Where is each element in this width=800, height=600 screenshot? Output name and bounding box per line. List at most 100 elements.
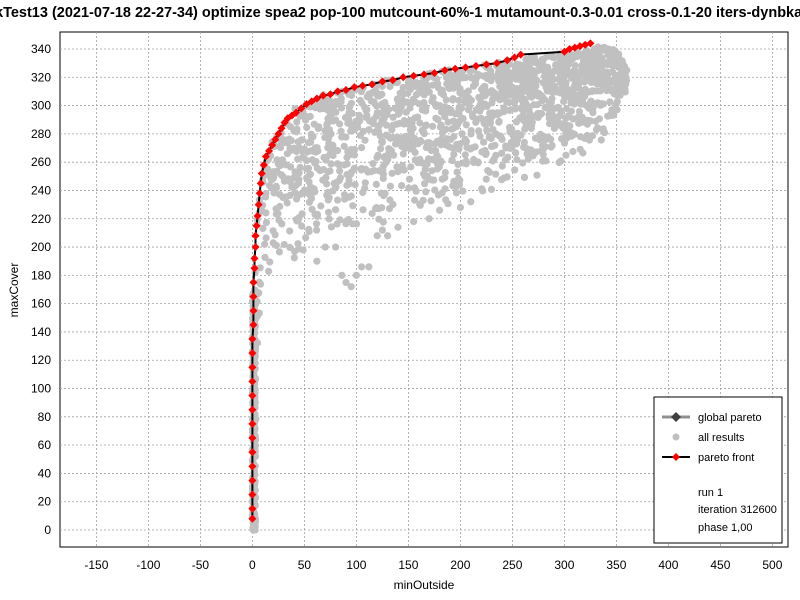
all-results-point — [262, 234, 270, 242]
all-results-point — [560, 123, 568, 131]
all-results-point — [513, 156, 521, 164]
pareto-front-point — [307, 97, 316, 106]
all-results-point — [422, 121, 430, 129]
pareto-front-point — [510, 53, 519, 62]
all-results-point — [406, 85, 414, 94]
pareto-front-points — [248, 39, 595, 523]
all-results-point — [476, 95, 484, 103]
pareto-front-point — [420, 70, 428, 79]
all-results-point — [534, 89, 543, 97]
all-results-point — [358, 144, 366, 152]
all-results-point — [492, 170, 500, 178]
all-results-point — [421, 78, 429, 86]
all-results-point — [511, 62, 519, 70]
all-results-point — [332, 100, 340, 109]
all-results-point — [476, 101, 484, 109]
all-results-point — [447, 71, 455, 80]
pareto-front-point — [248, 405, 257, 414]
all-results-point — [622, 77, 631, 85]
all-results-point — [416, 119, 424, 127]
all-results-point — [286, 191, 294, 199]
pareto-front-point — [451, 64, 460, 73]
all-results-point — [529, 87, 537, 95]
all-results-point — [343, 153, 351, 161]
all-results-point — [414, 113, 422, 121]
all-results-point — [579, 149, 587, 157]
all-results-point — [550, 124, 559, 132]
pareto-front-point — [326, 90, 335, 99]
all-results-point — [517, 105, 526, 113]
all-results-point — [510, 68, 518, 76]
all-results-point — [329, 187, 337, 195]
all-results-point — [388, 126, 396, 134]
all-results-point — [421, 180, 429, 188]
all-results-point — [386, 82, 394, 90]
pareto-front-point — [248, 419, 257, 428]
pareto-front-point — [248, 448, 257, 457]
pareto-front-point — [342, 86, 350, 95]
all-results-point — [597, 100, 606, 108]
y-axis-label: maxCover — [7, 263, 21, 318]
pareto-front-point — [560, 47, 569, 56]
all-results-point — [520, 138, 529, 146]
all-results-point — [400, 117, 408, 125]
all-results-point — [311, 159, 319, 167]
all-results-point — [412, 91, 420, 99]
y-tick-label: 80 — [38, 410, 52, 424]
all-results-point — [512, 149, 520, 157]
all-results-point — [506, 106, 514, 114]
all-results-point — [512, 118, 521, 126]
all-results-point — [546, 120, 554, 128]
all-results-point — [249, 520, 258, 529]
all-results-point — [536, 130, 545, 138]
all-results-point — [278, 220, 286, 228]
all-results-point — [332, 206, 340, 214]
all-results-point — [594, 72, 602, 80]
all-results-point — [416, 84, 424, 92]
all-results-point — [536, 59, 544, 67]
all-results-point — [453, 168, 461, 176]
all-results-point — [555, 158, 563, 167]
all-results-point — [352, 117, 360, 125]
all-results-point — [302, 116, 310, 124]
all-results-point — [306, 170, 314, 178]
all-results-point — [444, 82, 453, 90]
all-results-point — [363, 112, 371, 120]
all-results-point — [571, 62, 579, 70]
y-tick-label: 220 — [31, 212, 51, 226]
x-axis-label: minOutside — [394, 578, 455, 592]
pareto-front-point — [319, 91, 328, 100]
all-results-point — [522, 144, 531, 153]
all-results-point — [438, 189, 446, 197]
all-results-point — [294, 138, 302, 146]
all-results-point — [495, 118, 503, 126]
all-results-point — [455, 117, 464, 125]
all-results-point — [367, 168, 375, 176]
all-results-point — [410, 217, 418, 226]
all-results-point — [491, 141, 499, 149]
x-tick-label: 300 — [554, 558, 574, 572]
all-results-point — [472, 75, 480, 83]
all-results-point — [493, 109, 501, 117]
all-results-point — [407, 124, 415, 132]
all-results-point — [420, 99, 428, 107]
pareto-front-point — [248, 391, 257, 400]
pareto-front-point — [350, 83, 359, 92]
all-results-point — [453, 79, 461, 87]
all-results-point — [607, 78, 616, 86]
pareto-front-point — [249, 320, 258, 329]
all-results-point — [482, 71, 490, 79]
pareto-front-point — [586, 39, 595, 48]
all-results-point — [386, 182, 394, 190]
all-results-point — [519, 111, 527, 119]
all-results-point — [368, 209, 376, 218]
all-results-point — [600, 129, 609, 137]
all-results-point — [520, 173, 529, 181]
all-results-point — [407, 163, 415, 171]
all-results-point — [296, 163, 304, 171]
all-results-point — [562, 129, 570, 137]
all-results-point — [592, 126, 601, 134]
all-results-point — [427, 197, 435, 205]
pareto-front-point — [251, 243, 260, 252]
all-results-point — [579, 88, 587, 96]
